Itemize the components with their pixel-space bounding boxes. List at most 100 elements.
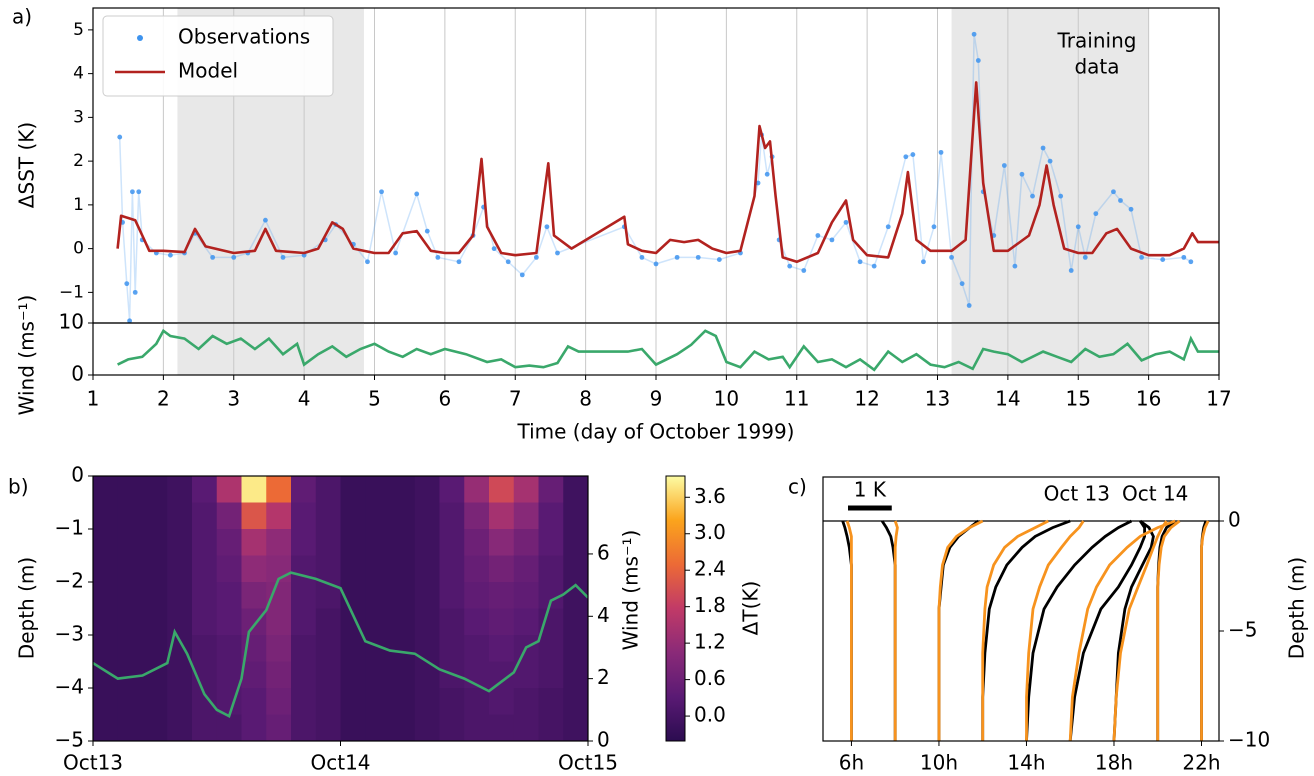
x-tick-label: 10 [714,387,739,411]
heat-cell [340,476,366,504]
heat-cell [241,555,267,583]
heat-cell [489,714,515,741]
observation-point [210,254,216,260]
heat-cell [117,582,144,610]
heat-cell [266,476,292,504]
profile [1068,519,1176,741]
observation-point [280,254,286,260]
x-tick-label: Oct15 [558,751,618,775]
heat-cell [414,714,441,741]
heat-cell [563,661,588,689]
heat-cell [390,635,416,663]
x-tick-label: 18h [1095,751,1133,775]
heat-cell [439,688,465,716]
heat-cell [167,608,193,636]
profile [1156,519,1181,741]
heat-cell [390,529,416,557]
heat-cell [439,608,465,636]
heat-cell [117,688,144,716]
heat-cell [117,635,144,663]
colorbar-tick-label: 3.6 [694,484,726,508]
x-tick-label: 8 [579,387,592,411]
heat-cell [439,502,465,530]
heat-cell [167,502,193,530]
observation-point [379,189,384,195]
heat-cell [464,688,490,716]
heat-cell [192,476,218,504]
heat-cell [365,582,391,610]
panel-label: b) [8,475,29,499]
heat-cell [241,714,267,741]
heat-cell [192,635,218,663]
observation-point [910,152,916,157]
heat-cell [538,688,564,716]
heat-cell [216,608,243,636]
heat-cell [117,714,144,741]
profile-line [1025,520,1085,741]
y-tick-label: 5 [73,20,84,40]
heat-cell [291,502,317,530]
heat-cell [167,714,193,741]
heat-cell [563,688,588,716]
y-tick-label: 1 [73,195,84,215]
plot-area [93,323,1219,375]
y-tick-label: 2 [73,151,84,171]
heat-cell [117,608,144,636]
y2-tick-label: 4 [597,603,610,627]
heat-cell [291,608,317,636]
heat-cell [365,661,391,689]
heat-cell [315,714,342,741]
heat-cell [464,635,490,663]
observation-point [1040,145,1046,151]
profile [1200,520,1210,741]
y2-tick-label: 6 [597,540,610,564]
panel-label: c) [788,475,807,499]
heat-cell [315,608,342,636]
heat-cell [167,688,193,716]
heat-cell [439,555,465,583]
heat-cell [216,502,243,530]
training-shade [177,323,364,375]
heat-cell [489,529,515,557]
observation-point [263,217,268,223]
y-tick-label: −5 [55,728,84,752]
x-tick-label: 13 [925,387,950,411]
heat-cell [167,529,193,557]
x-axis-label: Time (day of October 1999) [517,420,795,444]
heat-cell [167,555,193,583]
x-tick-label: 9 [650,387,663,411]
observation-point [1118,198,1123,203]
y-tick-label: 4 [73,64,84,84]
observation-point [1188,259,1194,265]
heat-cell [241,688,267,716]
heat-cell [538,529,564,557]
heat-cell [489,635,515,663]
profile [1025,519,1133,741]
heat-cell [142,635,168,663]
heat-cell [216,529,243,557]
y-tick-label: −3 [55,622,84,646]
heat-cell [464,555,490,583]
x-tick-label: 4 [298,387,311,411]
observation-point [903,154,909,160]
colorbar-tick-label: 0.0 [694,703,726,727]
observation-point [716,257,722,262]
heat-cell [291,714,317,741]
heat-cell [216,582,243,610]
y-tick-label: 10 [59,310,84,334]
heat-cell [266,529,292,557]
observation-point [136,189,142,195]
x-tick-label: Oct13 [63,751,123,775]
heat-cell [266,502,292,530]
observation-point [1075,224,1081,230]
observation-point [533,254,539,260]
heat-cell [513,688,540,716]
observation-point [843,219,849,225]
heat-cell [489,555,515,583]
profile [893,520,899,741]
heat-cell [563,476,588,504]
heat-cell [414,608,441,636]
observation-point [801,268,807,273]
plot-area [823,519,1219,741]
x-tick-label: 5 [368,387,381,411]
